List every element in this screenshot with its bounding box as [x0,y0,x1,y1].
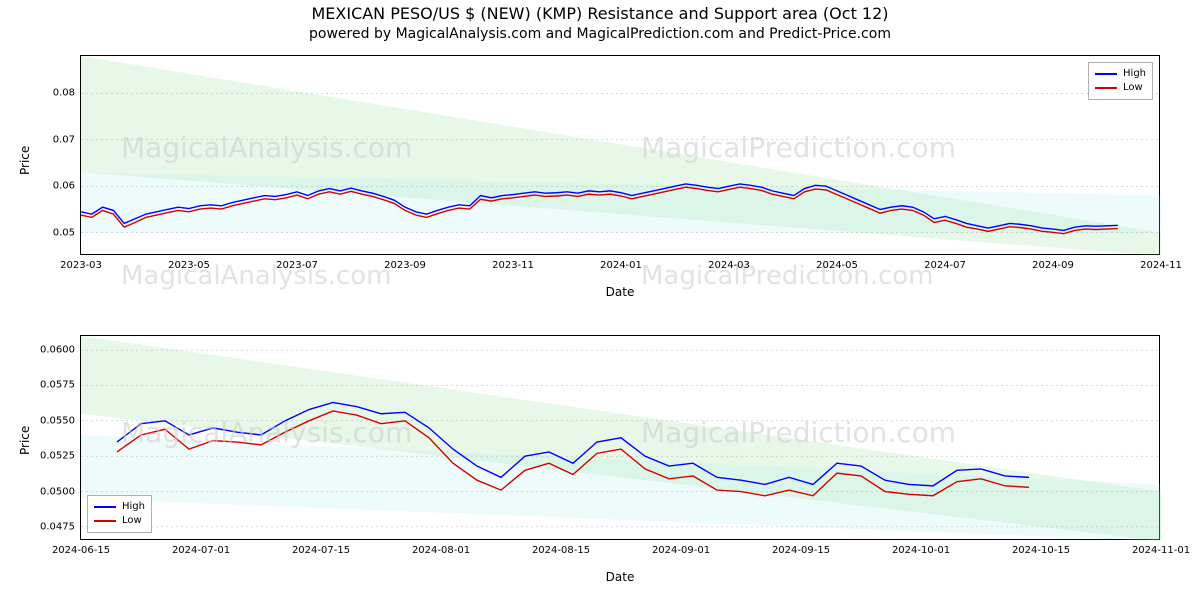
xtick-label: 2024-06-15 [52,545,110,556]
xtick-label: 2024-01 [600,260,642,271]
ytick-label: 0.0475 [40,521,75,532]
top-chart-svg [81,56,1161,256]
xtick-label: 2023-07 [276,260,318,271]
ytick-label: 0.0600 [40,345,75,356]
xtick-label: 2024-10-01 [892,545,950,556]
bottom-chart-svg [81,336,1161,541]
xtick-label: 2024-09-15 [772,545,830,556]
ytick-label: 0.08 [53,88,75,99]
xtick-label: 2024-05 [816,260,858,271]
xtick-label: 2023-05 [168,260,210,271]
xtick-label: 2024-10-15 [1012,545,1070,556]
xtick-label: 2023-03 [60,260,102,271]
xtick-label: 2024-08-01 [412,545,470,556]
xtick-label: 2024-03 [708,260,750,271]
xtick-label: 2024-11 [1140,260,1182,271]
legend-swatch-high [94,506,116,508]
xtick-label: 2024-07-01 [172,545,230,556]
xtick-label: 2023-09 [384,260,426,271]
xtick-label: 2024-07 [924,260,966,271]
ylabel-bottom: Price [18,426,32,455]
legend-row-high: High [94,500,145,514]
ytick-label: 0.0550 [40,415,75,426]
xtick-label: 2024-07-15 [292,545,350,556]
legend-label-high: High [1123,67,1146,81]
legend-label-low: Low [122,514,142,528]
legend-top: High Low [1088,62,1153,100]
xtick-label: 2024-09-01 [652,545,710,556]
xtick-label: 2024-09 [1032,260,1074,271]
legend-swatch-low [94,520,116,522]
chart-subtitle: powered by MagicalAnalysis.com and Magic… [0,26,1200,42]
legend-row-low: Low [94,514,145,528]
xtick-label: 2024-11-01 [1132,545,1190,556]
xtick-label: 2024-08-15 [532,545,590,556]
xlabel-bottom: Date [80,570,1160,584]
xlabel-top: Date [80,285,1160,299]
top-chart-panel: High Low MagicalAnalysis.com MagicalPred… [80,55,1160,255]
legend-swatch-high [1095,73,1117,75]
legend-row-low: Low [1095,81,1146,95]
bottom-chart-panel: High Low MagicalAnalysis.com MagicalPred… [80,335,1160,540]
ytick-label: 0.0525 [40,451,75,462]
xtick-label: 2023-11 [492,260,534,271]
ylabel-top: Price [18,146,32,175]
legend-row-high: High [1095,67,1146,81]
figure: MEXICAN PESO/US $ (NEW) (KMP) Resistance… [0,0,1200,600]
ytick-label: 0.0575 [40,380,75,391]
chart-title: MEXICAN PESO/US $ (NEW) (KMP) Resistance… [0,4,1200,23]
legend-bottom: High Low [87,495,152,533]
legend-swatch-low [1095,87,1117,89]
ytick-label: 0.07 [53,134,75,145]
legend-label-high: High [122,500,145,514]
ytick-label: 0.06 [53,181,75,192]
legend-label-low: Low [1123,81,1143,95]
ytick-label: 0.05 [53,227,75,238]
ytick-label: 0.0500 [40,486,75,497]
